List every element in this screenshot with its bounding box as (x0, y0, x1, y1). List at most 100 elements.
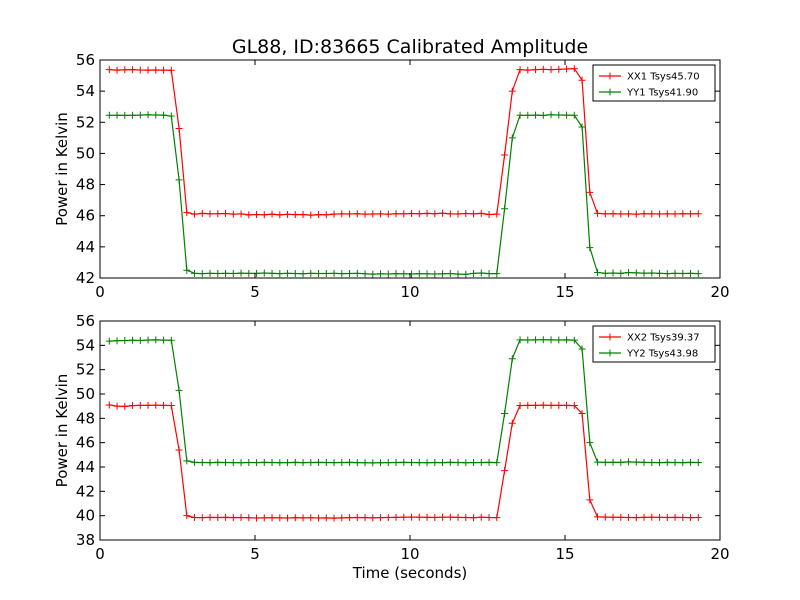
data-point (353, 269, 361, 277)
data-point (160, 336, 168, 344)
data-point (129, 111, 137, 119)
data-point (175, 176, 183, 184)
data-point (167, 112, 175, 120)
y-tick-label: 46 (76, 434, 95, 452)
data-point (113, 66, 121, 74)
data-point (431, 513, 439, 521)
data-point (454, 210, 462, 218)
data-point (501, 467, 509, 475)
data-point (586, 188, 594, 196)
chart-title: GL88, ID:83665 Calibrated Amplitude (232, 36, 588, 58)
data-point (198, 209, 206, 217)
data-point (222, 513, 230, 521)
data-point (322, 211, 330, 219)
data-point (640, 269, 648, 277)
data-point (570, 402, 578, 410)
data-point (198, 458, 206, 466)
data-point (617, 210, 625, 218)
data-point (555, 65, 563, 73)
data-point (183, 512, 191, 520)
x-axis-label: Time (seconds) (352, 564, 468, 582)
data-point (253, 269, 261, 277)
data-point (524, 336, 532, 344)
data-point (191, 269, 199, 277)
data-point (284, 210, 292, 218)
data-point (260, 269, 268, 277)
data-point (485, 270, 493, 278)
data-point (446, 269, 454, 277)
data-point (206, 459, 214, 467)
data-point (346, 269, 354, 277)
series-markers-xx1 (105, 65, 702, 219)
legend-entry: XX2 Tsys39.37 (627, 333, 700, 344)
data-point (462, 459, 470, 467)
data-point (330, 459, 338, 467)
data-point (307, 269, 315, 277)
y-tick-label: 44 (76, 458, 95, 476)
data-point (222, 269, 230, 277)
legend-box (592, 325, 716, 363)
data-point (524, 66, 532, 74)
data-point (462, 270, 470, 278)
data-point (167, 336, 175, 344)
data-point (694, 270, 702, 278)
data-point (245, 514, 253, 522)
data-point (485, 458, 493, 466)
data-point (501, 409, 509, 417)
data-point (570, 65, 578, 73)
y-tick-label: 42 (76, 269, 95, 287)
data-point (129, 66, 137, 74)
data-point (578, 345, 586, 353)
data-point (291, 211, 299, 219)
data-point (477, 209, 485, 217)
data-point (322, 514, 330, 522)
data-point (260, 211, 268, 219)
data-point (663, 458, 671, 466)
data-point (656, 459, 664, 467)
data-point (353, 210, 361, 218)
data-point (361, 210, 369, 218)
data-point (694, 513, 702, 521)
data-point (470, 459, 478, 467)
legend-swatch-marker (606, 72, 614, 80)
x-tick-label: 5 (250, 545, 260, 563)
data-point (477, 269, 485, 277)
data-point (377, 210, 385, 218)
data-point (555, 336, 563, 344)
data-point (214, 269, 222, 277)
y-tick-label: 56 (76, 312, 95, 330)
data-point (361, 459, 369, 467)
data-point (563, 401, 571, 409)
series-markers-yy2 (105, 336, 702, 467)
data-point (454, 270, 462, 278)
data-point (237, 459, 245, 467)
y-tick-label: 48 (76, 409, 95, 427)
data-point (671, 513, 679, 521)
data-point (671, 269, 679, 277)
data-point (206, 269, 214, 277)
data-point (105, 111, 113, 119)
data-point (330, 269, 338, 277)
data-point (369, 210, 377, 218)
data-point (315, 269, 323, 277)
data-point (694, 458, 702, 466)
data-point (361, 270, 369, 278)
data-point (260, 458, 268, 466)
data-point (392, 270, 400, 278)
data-point (144, 401, 152, 409)
data-point (586, 496, 594, 504)
data-point (586, 439, 594, 447)
data-point (671, 210, 679, 218)
data-point (663, 513, 671, 521)
data-point (415, 513, 423, 521)
data-point (539, 336, 547, 344)
data-point (625, 269, 633, 277)
data-point (136, 111, 144, 119)
x-tick-label: 20 (710, 283, 729, 301)
data-point (384, 513, 392, 521)
data-point (353, 459, 361, 467)
data-point (555, 401, 563, 409)
data-point (547, 66, 555, 74)
data-point (408, 270, 416, 278)
